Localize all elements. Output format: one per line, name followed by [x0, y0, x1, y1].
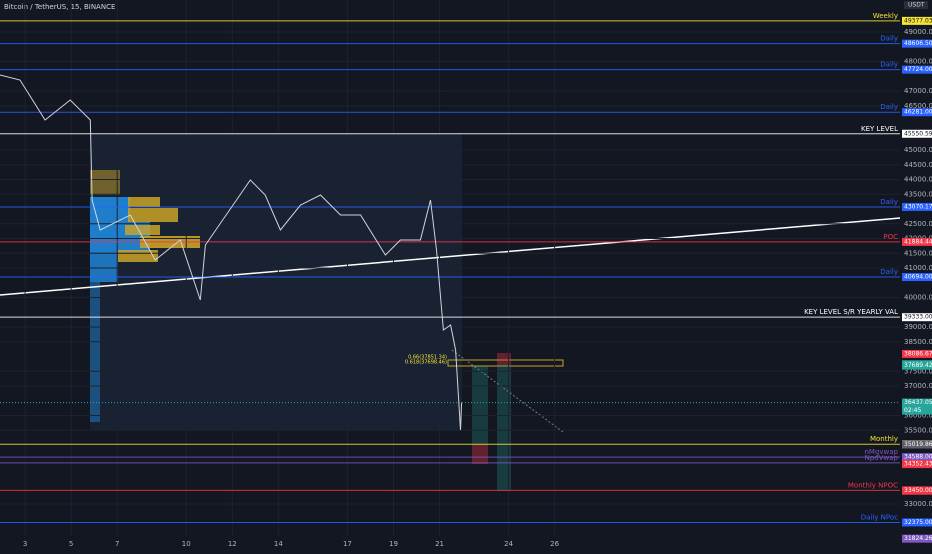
price-tag-label: 46281.00: [904, 109, 932, 116]
level-name: Daily: [880, 103, 898, 111]
y-tick-label: 44500.00: [904, 161, 932, 169]
fib-box: [447, 359, 564, 367]
x-tick-label: 14: [274, 540, 283, 548]
x-tick-label: 10: [182, 540, 191, 548]
position-box: [497, 353, 511, 365]
price-tag-label: 45550.59: [904, 130, 932, 137]
x-tick-label: 3: [23, 540, 27, 548]
price-tag-label: 38086.67: [904, 350, 932, 357]
price-tag-label: 31824.26: [904, 535, 932, 542]
price-tag-label: 34588.00: [904, 454, 932, 461]
x-tick-label: 17: [343, 540, 352, 548]
x-tick-label: 5: [69, 540, 73, 548]
price-tag: [902, 202, 932, 211]
level-name: Daily: [880, 35, 898, 43]
y-tick-label: 37500.00: [904, 367, 932, 375]
level-name: Daily: [880, 61, 898, 69]
price-tag-label: 34352.43: [904, 461, 932, 468]
price-tag: [902, 361, 932, 370]
y-tick-label: 35500.00: [904, 426, 932, 434]
y-tick-label: 39000.00: [904, 323, 932, 331]
fib-label: 0.66(37851.34): [408, 355, 447, 361]
x-tick-label: 12: [228, 540, 237, 548]
y-tick-label: 41000.00: [904, 264, 932, 272]
price-tag: [902, 129, 932, 138]
last-price-tag: [902, 398, 932, 415]
level-name: Weekly: [873, 12, 898, 20]
price-tag-label: 35019.86: [904, 441, 932, 448]
price-tag: [902, 486, 932, 495]
price-line: [0, 74, 463, 431]
y-tick-label: 46500.00: [904, 102, 932, 110]
level-name: Daily: [880, 268, 898, 276]
price-tag-label: 48606.50: [904, 40, 932, 47]
position-box: [472, 444, 488, 464]
chart-title: Bitcoin / TetherUS, 15, BINANCE: [4, 3, 115, 11]
price-tag: [902, 349, 932, 358]
x-tick-label: 26: [550, 540, 559, 548]
y-tick-label: 37000.00: [904, 382, 932, 390]
level-name: nMgvwap: [864, 448, 898, 456]
price-tag-label: 49377.03: [904, 17, 932, 24]
projection-line: [451, 349, 564, 433]
price-tag: [902, 39, 932, 48]
price-tag: [902, 16, 932, 25]
last-price-label: 36437.05: [904, 399, 932, 406]
fib-label: 0.618(37698.46): [405, 360, 447, 366]
price-tag: [902, 534, 932, 543]
x-tick-label: 7: [115, 540, 119, 548]
level-name: Monthly: [870, 435, 898, 443]
trend-line: [0, 217, 901, 296]
price-tag-label: 37689.42: [904, 362, 932, 369]
y-tick-label: 49000.00: [904, 28, 932, 36]
price-tag-label: 47724.00: [904, 66, 932, 73]
y-tick-label: 42500.00: [904, 220, 932, 228]
y-tick-label: 36000.00: [904, 412, 932, 420]
level-name: KEY LEVEL: [861, 125, 898, 133]
price-tag-label: 40694.00: [904, 274, 932, 281]
price-tag-label: 33450.00: [904, 487, 932, 494]
y-tick-label: 33000.00: [904, 500, 932, 508]
countdown: 02:45: [904, 407, 921, 414]
y-tick-label: 40000.00: [904, 294, 932, 302]
price-tag-label: 39333.00: [904, 314, 932, 321]
y-tick-label: 48000.00: [904, 58, 932, 66]
price-tag: [902, 237, 932, 246]
price-tag: [902, 518, 932, 527]
level-name: Monthly NPOC: [848, 481, 898, 489]
currency-tag: [904, 1, 928, 9]
position-box: [472, 366, 488, 444]
price-tag-label: 41884.44: [904, 238, 932, 245]
x-tick-label: 19: [389, 540, 398, 548]
position-box: [497, 365, 511, 491]
price-tag-label: 32375.00: [904, 519, 932, 526]
level-name: Daily: [880, 198, 898, 206]
x-tick-label: 21: [435, 540, 444, 548]
y-tick-label: 47000.00: [904, 87, 932, 95]
level-name: POC: [883, 233, 898, 241]
price-tag: [902, 460, 932, 469]
price-tag: [902, 313, 932, 322]
price-tag: [902, 65, 932, 74]
level-name: NpdVwap: [865, 454, 899, 462]
price-tag: [902, 453, 932, 462]
y-tick-label: 43500.00: [904, 190, 932, 198]
price-tag: [902, 108, 932, 117]
y-tick-label: 41500.00: [904, 249, 932, 257]
price-tag: [902, 440, 932, 449]
price-tag-label: 43070.17: [904, 203, 932, 210]
price-tag: [902, 273, 932, 282]
level-name: Daily NPoc: [861, 513, 898, 521]
y-tick-label: 45000.00: [904, 146, 932, 154]
y-tick-label: 38500.00: [904, 338, 932, 346]
level-name: KEY LEVEL S/R YEARLY VAL: [804, 308, 898, 316]
x-tick-label: 24: [504, 540, 513, 548]
currency-label: USDT: [908, 2, 925, 9]
y-tick-label: 44000.00: [904, 176, 932, 184]
